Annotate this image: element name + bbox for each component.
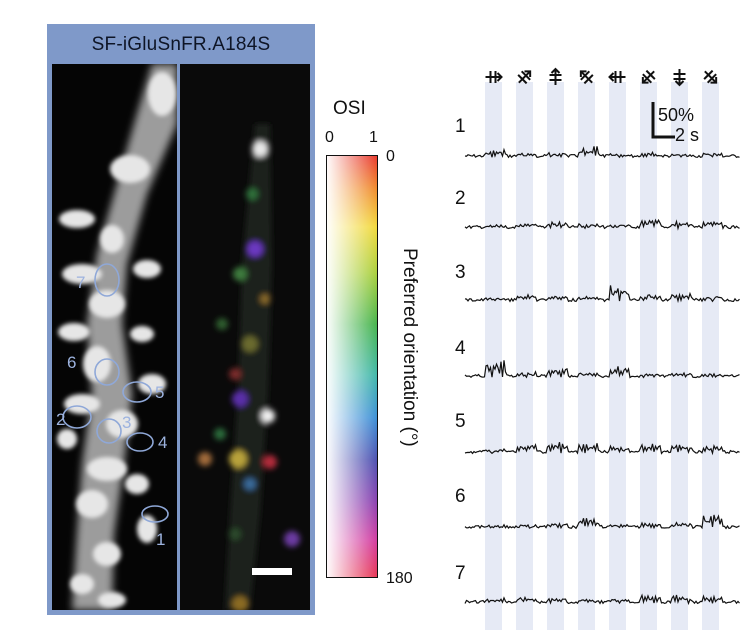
stimulus-direction-icon	[673, 69, 686, 87]
roi-outline	[94, 263, 120, 297]
osi-tick: 1	[369, 129, 378, 146]
roi-label: 2	[56, 410, 65, 429]
trace-label: 1	[455, 116, 466, 137]
stimulus-band	[485, 82, 502, 630]
dendrite-grayscale-image: 1 2 3 4 5 6 7	[52, 64, 177, 610]
trace-label: 5	[455, 411, 466, 432]
roi-label: 6	[67, 353, 76, 372]
orientation-tick: 0	[386, 148, 395, 165]
scale-bar	[252, 568, 292, 575]
roi-label: 4	[158, 433, 167, 452]
scale-bar-icon	[651, 102, 675, 139]
stimulus-direction-icon	[485, 71, 503, 83]
stimulus-direction-icon	[517, 70, 532, 85]
roi-outline	[126, 432, 154, 452]
roi-outline	[96, 418, 122, 444]
stimulus-direction-icon	[641, 69, 656, 84]
scale-amplitude-label: 50%	[658, 105, 695, 125]
roi-label: 5	[155, 383, 164, 402]
scale-time-label: 2 s	[675, 125, 700, 145]
trace-line	[464, 442, 740, 456]
stimulus-band	[547, 82, 564, 630]
roi-outline	[94, 358, 120, 386]
stimulus-band	[609, 82, 626, 630]
trace-line	[464, 285, 740, 304]
stimulus-direction-icon	[703, 69, 718, 84]
osi-label: OSI	[333, 98, 366, 119]
roi-label: 1	[156, 530, 165, 549]
stimulus-band	[702, 82, 719, 630]
roi-label: 3	[122, 413, 131, 432]
stimulus-band	[640, 82, 657, 630]
roi-label: 7	[76, 273, 85, 292]
orientation-tick: 180	[386, 570, 413, 587]
orientation-map-image	[180, 64, 310, 610]
trace-label: 2	[455, 188, 466, 209]
osi-tick: 0	[325, 129, 334, 146]
stimulus-direction-icon	[549, 67, 562, 85]
roi-outline	[141, 505, 169, 523]
trace-line	[464, 514, 740, 530]
roi-outline	[62, 405, 92, 429]
orientation-axis-label: Preferred orientation (°)	[399, 248, 420, 447]
trace-line	[464, 218, 740, 231]
stimulus-band	[516, 82, 533, 630]
trace-label: 4	[455, 338, 466, 359]
panel-title: SF-iGluSnFR.A184S	[91, 34, 271, 55]
calcium-traces	[464, 67, 740, 630]
trace-line	[464, 593, 740, 606]
stimulus-direction-icon	[579, 70, 594, 85]
trace-label: 6	[455, 486, 466, 507]
roi-outline	[122, 381, 152, 403]
trace-line	[464, 146, 740, 159]
orientation-colorbar	[326, 155, 378, 578]
trace-label: 7	[455, 563, 466, 584]
stimulus-band	[671, 82, 688, 630]
trace-line	[464, 360, 740, 379]
stimulus-direction-icon	[608, 71, 626, 83]
image-panel: SF-iGluSnFR.A184S	[47, 24, 315, 615]
stimulus-band	[578, 82, 595, 630]
trace-label: 3	[455, 262, 466, 283]
